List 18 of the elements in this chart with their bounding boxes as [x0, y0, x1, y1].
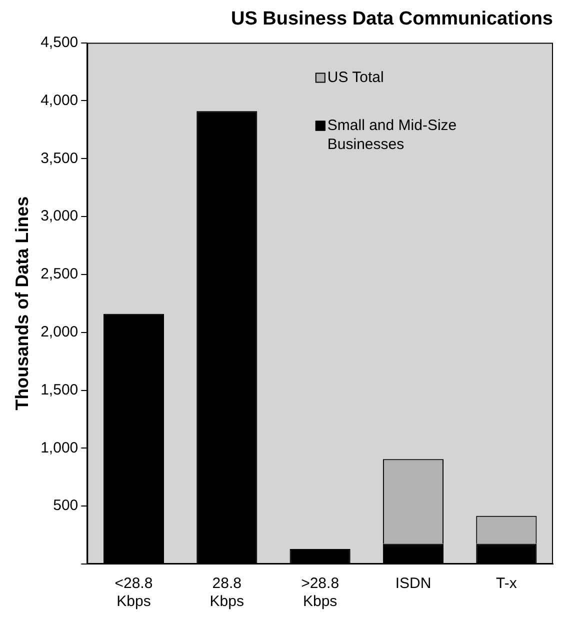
x-tick-label: 28.8 Kbps: [210, 575, 244, 610]
legend-label: Small and Mid-Size Businesses: [327, 116, 457, 153]
y-tick-label: 500: [53, 497, 78, 514]
chart-title: US Business Data Communications: [230, 8, 553, 30]
y-tick-label: 4,500: [40, 34, 78, 51]
y-tick-label: 4,000: [40, 92, 78, 109]
legend-label: US Total: [327, 68, 384, 86]
y-tick-label: 1,000: [40, 439, 78, 456]
y-tick-label: 3,000: [40, 208, 78, 225]
x-tick-label: >28.8 Kbps: [301, 575, 340, 610]
x-tick-label: T-x: [496, 575, 518, 592]
y-tick-label: 2,000: [40, 323, 78, 340]
y-axis-title: Thousands of Data Lines: [12, 196, 32, 410]
x-tick-label: <28.8 Kbps: [114, 575, 153, 610]
y-tick-label: 3,500: [40, 150, 78, 167]
y-tick-label: 2,500: [40, 266, 78, 283]
x-tick-label: ISDN: [395, 575, 432, 592]
y-tick-label: 1,500: [40, 381, 78, 398]
